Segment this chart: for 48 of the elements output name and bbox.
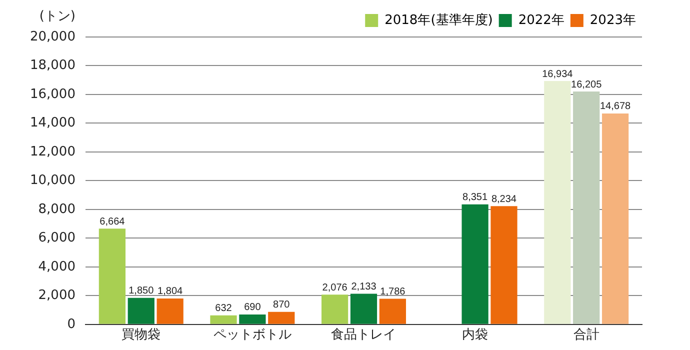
x-tick-label: ペットボトル [213,328,292,343]
y-axis-title: (トン) [39,8,76,24]
data-label: 16,934 [542,68,574,80]
bar [490,206,518,324]
bar [239,314,266,324]
bar [210,315,237,324]
bar [156,298,184,324]
bar [602,113,629,324]
y-tick-label: 4,000 [38,259,76,274]
bar [544,81,571,324]
y-tick-label: 2,000 [38,288,76,304]
bar [379,298,406,324]
legend-label: 2018年(基準年度) [384,12,493,28]
y-tick-label: 14,000 [30,116,76,131]
data-label: 690 [244,302,262,314]
y-tick-label: 18,000 [30,58,76,74]
bar [321,294,348,324]
y-tick-label: 10,000 [30,173,76,188]
data-label: 632 [215,303,232,314]
x-tick-label: 買物袋 [122,328,161,343]
data-label: 14,678 [600,101,632,112]
y-tick-label: 20,000 [30,29,76,44]
data-label: 1,786 [380,286,406,298]
x-tick-label: 合計 [573,328,600,343]
data-label: 16,205 [571,79,602,90]
y-tick-label: 0 [67,316,76,332]
x-tick-label: 食品トレイ [331,328,396,343]
data-label: 8,234 [491,194,517,205]
y-tick-label: 16,000 [30,86,76,102]
legend-label: 2023年 [590,12,636,28]
data-label: 870 [273,300,290,311]
bar [128,298,154,324]
data-label: 6,664 [100,216,126,228]
data-label: 2,133 [351,282,377,292]
bar [573,92,600,324]
x-tick-label: 内袋 [462,328,488,343]
data-label: 8,351 [462,192,488,204]
y-tick-label: 12,000 [30,144,76,160]
data-label: 1,850 [128,286,154,297]
y-tick-label: 8,000 [38,202,76,217]
bar [268,312,295,324]
legend-label: 2022年 [518,12,564,28]
bar [462,204,488,324]
data-label: 1,804 [158,286,184,298]
y-tick-label: 6,000 [38,230,76,246]
data-label: 2,076 [322,282,348,294]
bar [350,294,378,324]
bar [98,228,126,324]
